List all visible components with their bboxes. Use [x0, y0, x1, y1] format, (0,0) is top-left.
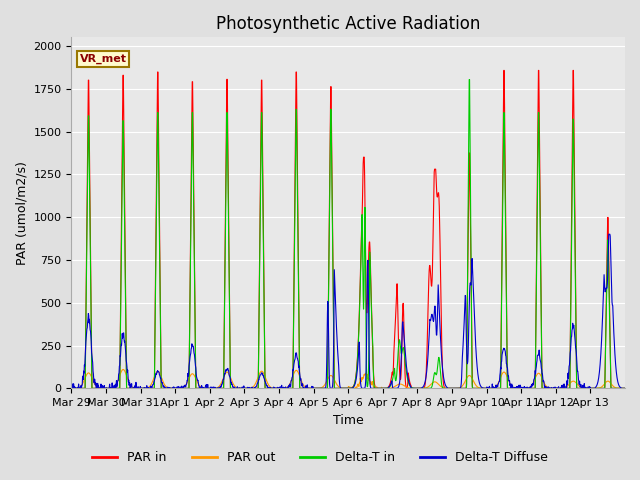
PAR out	[324, 377, 332, 383]
Delta-T in	[154, 110, 162, 116]
Delta-T Diffuse	[605, 231, 612, 237]
PAR out	[119, 367, 127, 372]
Delta-T in	[465, 77, 473, 83]
Delta-T Diffuse	[68, 385, 76, 391]
PAR in	[333, 385, 341, 391]
Legend: PAR in, PAR out, Delta-T in, Delta-T Diffuse: PAR in, PAR out, Delta-T in, Delta-T Dif…	[87, 446, 553, 469]
PAR in	[479, 385, 486, 391]
Title: Photosynthetic Active Radiation: Photosynthetic Active Radiation	[216, 15, 481, 33]
Delta-T Diffuse	[621, 385, 629, 391]
PAR in	[560, 385, 568, 391]
Line: PAR in: PAR in	[72, 71, 625, 388]
PAR out	[621, 385, 629, 391]
PAR out	[334, 383, 342, 389]
X-axis label: Time: Time	[333, 414, 364, 427]
Delta-T in	[621, 385, 629, 391]
Line: Delta-T in: Delta-T in	[72, 80, 625, 388]
Delta-T Diffuse	[614, 382, 622, 387]
PAR in	[154, 69, 162, 75]
Delta-T in	[323, 385, 331, 391]
Delta-T Diffuse	[560, 381, 568, 387]
Delta-T in	[614, 385, 622, 391]
PAR out	[154, 369, 162, 374]
Delta-T Diffuse	[154, 369, 162, 374]
Text: VR_met: VR_met	[80, 54, 127, 64]
Delta-T in	[333, 385, 341, 391]
Delta-T in	[68, 385, 76, 391]
Delta-T Diffuse	[334, 352, 342, 358]
PAR in	[68, 385, 76, 391]
Line: PAR out: PAR out	[72, 370, 625, 388]
Y-axis label: PAR (umol/m2/s): PAR (umol/m2/s)	[15, 161, 28, 265]
PAR in	[621, 385, 629, 391]
Delta-T Diffuse	[68, 384, 76, 390]
PAR in	[323, 385, 331, 391]
Delta-T Diffuse	[324, 310, 332, 315]
PAR out	[68, 385, 76, 391]
PAR out	[479, 385, 487, 391]
PAR in	[500, 68, 508, 73]
Delta-T in	[560, 385, 568, 391]
PAR out	[345, 385, 353, 391]
Delta-T in	[479, 385, 487, 391]
Delta-T Diffuse	[479, 385, 487, 391]
PAR out	[561, 385, 568, 391]
PAR in	[614, 385, 622, 391]
PAR out	[614, 385, 622, 391]
Line: Delta-T Diffuse: Delta-T Diffuse	[72, 234, 625, 388]
